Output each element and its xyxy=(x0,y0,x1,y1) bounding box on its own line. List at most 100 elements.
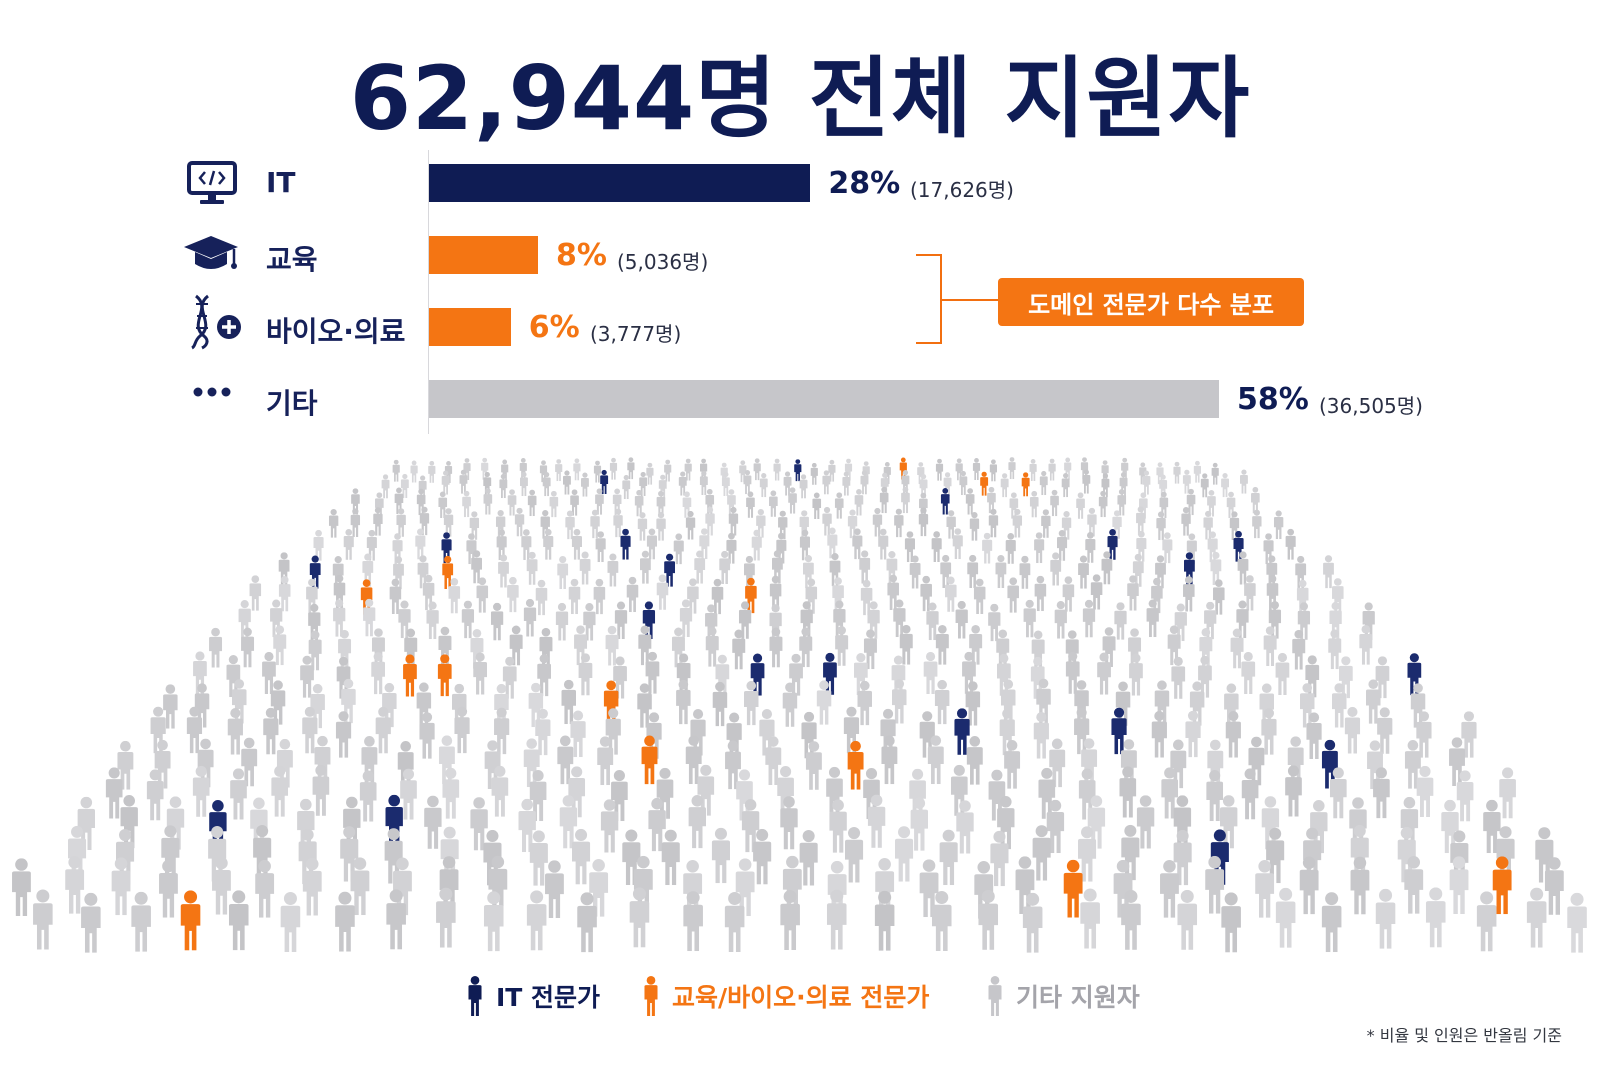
bar-mark xyxy=(429,236,538,274)
person-icon xyxy=(986,976,1004,1016)
person-figure xyxy=(1186,533,1197,565)
bar-count-label: (17,626명) xyxy=(910,178,1014,202)
person-figure xyxy=(1029,490,1039,518)
person-figure xyxy=(952,528,963,560)
person-figure xyxy=(879,486,889,514)
bar-count-label: (3,777명) xyxy=(590,322,682,346)
person-figure xyxy=(308,630,322,671)
person-figure xyxy=(1344,706,1361,754)
person-figure xyxy=(1173,461,1181,484)
person-figure xyxy=(1022,892,1043,953)
person-figure xyxy=(956,800,974,854)
person-figure xyxy=(996,629,1010,670)
person-figure xyxy=(410,460,418,483)
person-figure xyxy=(12,858,31,916)
person-icon xyxy=(466,976,484,1016)
person-figure xyxy=(1198,655,1212,698)
person-figure xyxy=(799,474,808,499)
person-figure xyxy=(646,462,654,485)
person-figure xyxy=(437,654,452,697)
person-figure xyxy=(664,553,675,587)
person-figure xyxy=(1241,651,1256,694)
legend-item-other: 기타 지원자 xyxy=(986,976,1140,1016)
legend-label: 기타 지원자 xyxy=(1016,983,1140,1012)
category-label: 기타 xyxy=(266,387,318,420)
person-figure xyxy=(1171,656,1186,699)
person-figure xyxy=(799,830,818,886)
bar-count-label: (36,505명) xyxy=(1319,394,1423,418)
monitor-code-icon xyxy=(187,161,237,204)
person-figure xyxy=(783,471,792,496)
crowd-illustration xyxy=(12,457,1587,953)
person-figure xyxy=(794,459,802,482)
bar-value-label: 58% xyxy=(1237,382,1309,417)
person-figure xyxy=(1183,576,1195,612)
person-figure xyxy=(555,459,563,482)
person-figure xyxy=(557,735,574,785)
person-figure xyxy=(892,679,907,724)
person-figure xyxy=(955,600,968,639)
person-figure xyxy=(751,529,762,561)
person-figure xyxy=(895,826,914,882)
person-figure xyxy=(931,891,952,951)
graduation-cap-icon xyxy=(184,236,238,269)
person-figure xyxy=(664,459,672,482)
person-figure xyxy=(1221,473,1229,498)
person-figure xyxy=(1193,460,1201,483)
person-figure xyxy=(557,555,569,590)
person-figure xyxy=(392,459,400,482)
person-figure xyxy=(1476,891,1497,952)
person-figure xyxy=(1050,489,1059,517)
person-figure xyxy=(241,737,258,787)
person-figure xyxy=(514,507,525,537)
legend-item-it: IT 전문가 xyxy=(466,976,600,1016)
bar-count-label: (5,036명) xyxy=(617,250,709,274)
person-figure xyxy=(966,736,983,785)
person-figure xyxy=(769,490,778,517)
person-figure xyxy=(371,652,386,695)
person-figure xyxy=(1136,795,1155,849)
person-figure xyxy=(81,892,101,953)
person-figure xyxy=(579,551,591,585)
person-figure xyxy=(1021,472,1030,497)
person-figure xyxy=(1366,679,1381,724)
person-figure xyxy=(1080,888,1100,949)
person-figure xyxy=(343,529,354,560)
person-figure xyxy=(572,828,591,885)
person-figure xyxy=(746,491,755,518)
person-figure xyxy=(230,768,247,820)
bar-value-label: 28% xyxy=(828,166,901,201)
person-figure xyxy=(946,510,956,539)
person-figure xyxy=(415,528,426,560)
person-figure xyxy=(507,489,517,516)
person-figure xyxy=(262,651,276,694)
bar-value-label: 6% xyxy=(528,310,580,345)
person-figure xyxy=(578,653,593,696)
person-figure xyxy=(563,470,571,495)
person-figure xyxy=(989,459,997,482)
person-figure xyxy=(278,576,291,612)
person-figure xyxy=(969,512,980,541)
person-figure xyxy=(1076,492,1085,519)
person-figure xyxy=(1221,892,1241,953)
person-figure xyxy=(581,472,589,497)
person-figure xyxy=(1567,892,1587,953)
person-figure xyxy=(676,679,691,725)
person-figure xyxy=(673,533,684,565)
person-figure xyxy=(759,473,768,498)
person-figure xyxy=(1146,599,1159,638)
person-figure xyxy=(1323,555,1334,589)
page-title: 62,944명 전체 지원자 xyxy=(349,47,1251,150)
person-figure xyxy=(1019,555,1031,589)
person-figure xyxy=(1263,626,1277,667)
person-figure xyxy=(527,489,537,517)
person-figure xyxy=(1008,457,1016,480)
person-figure xyxy=(1097,652,1111,695)
person-figure xyxy=(1005,533,1016,564)
person-figure xyxy=(918,507,929,537)
person-figure xyxy=(328,509,339,538)
person-figure xyxy=(1292,629,1306,670)
person-figure xyxy=(593,460,602,483)
chart-axis-line xyxy=(428,150,429,434)
person-figure xyxy=(424,795,442,849)
